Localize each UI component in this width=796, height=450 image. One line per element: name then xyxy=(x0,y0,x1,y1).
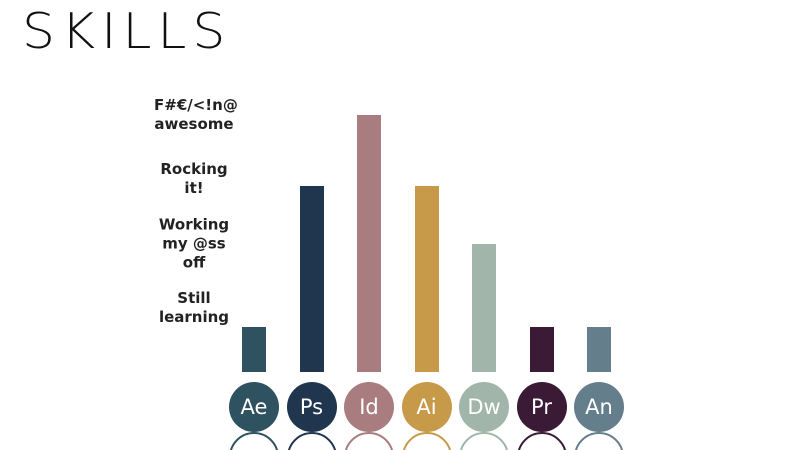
badge-ring xyxy=(459,432,509,450)
bar xyxy=(357,115,381,372)
y-tick-label: Still learning xyxy=(158,288,230,326)
skill-badge: An xyxy=(574,382,624,432)
bar xyxy=(242,327,266,372)
badge-ring xyxy=(286,432,337,450)
bar xyxy=(472,243,496,372)
badge-ring xyxy=(344,432,394,450)
y-tick-label: F#€/<!n@ awesome xyxy=(154,96,238,133)
bar xyxy=(414,185,439,372)
y-tick-label: Working my @ss off xyxy=(158,215,230,271)
badge-ring xyxy=(574,432,624,450)
skill-badge: Id xyxy=(344,382,394,432)
badge-ring xyxy=(401,432,452,450)
bar xyxy=(299,185,324,372)
bar xyxy=(529,327,554,372)
skill-badge: Ae xyxy=(229,382,279,432)
badge-ring xyxy=(516,432,567,450)
skill-badge: Ai xyxy=(401,382,452,432)
skill-badge: Dw xyxy=(459,382,509,432)
badge-ring xyxy=(229,432,279,450)
y-tick-label: Rocking it! xyxy=(160,160,228,198)
skill-badge: Ps xyxy=(286,382,337,432)
bar xyxy=(587,327,611,372)
skill-badge: Pr xyxy=(516,382,567,432)
chart-title: SKILLS xyxy=(22,3,232,61)
